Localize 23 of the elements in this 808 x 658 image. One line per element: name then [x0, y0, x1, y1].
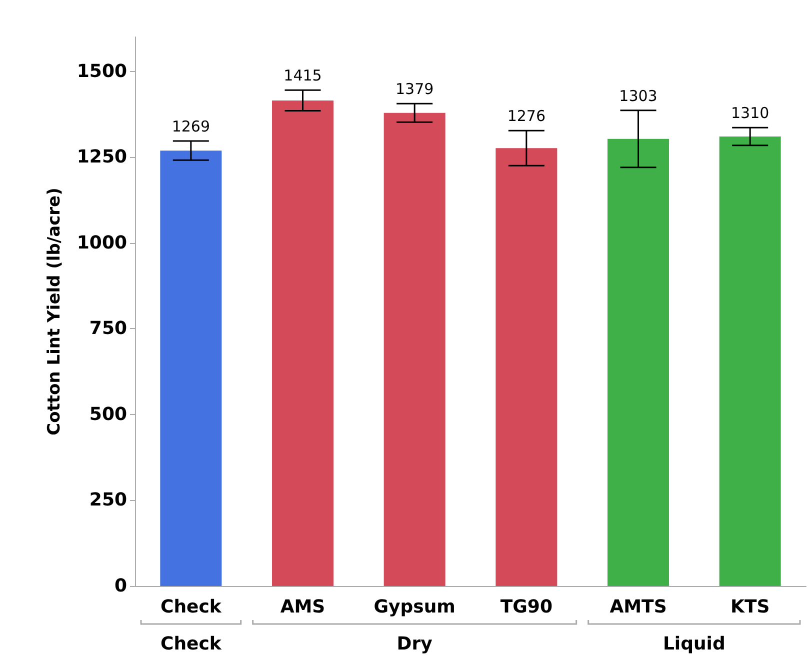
y-axis-title: Cotton Lint Yield (lb/acre) — [44, 188, 64, 436]
y-tick-label: 1250 — [76, 146, 127, 168]
data-label: 1310 — [730, 104, 770, 122]
text: Check — [160, 634, 222, 654]
x-tick-label: TG90 — [500, 596, 552, 618]
y-tick-label: 0 — [114, 576, 127, 596]
x-tick-label: Check — [160, 596, 222, 618]
data-label: 1379 — [395, 80, 434, 98]
x-tick-label: AMS — [280, 596, 326, 618]
data-label: 1303 — [619, 86, 658, 105]
x-tick-label: KTS — [730, 596, 770, 618]
y-tick-label: 750 — [89, 318, 127, 340]
data-label: 1415 — [284, 66, 322, 85]
x-tick-label: Gypsum — [374, 596, 456, 618]
text: Liquid — [662, 634, 726, 654]
x-tick-label: AMTS — [610, 596, 667, 618]
data-label: 1276 — [507, 107, 546, 126]
y-tick-label: 1000 — [76, 232, 127, 254]
y-tick-label: 250 — [89, 490, 127, 511]
y-tick-label: 500 — [89, 404, 127, 425]
data-label: 1269 — [172, 117, 210, 136]
text: Dry — [396, 634, 433, 654]
y-tick-label: 1500 — [76, 60, 127, 82]
